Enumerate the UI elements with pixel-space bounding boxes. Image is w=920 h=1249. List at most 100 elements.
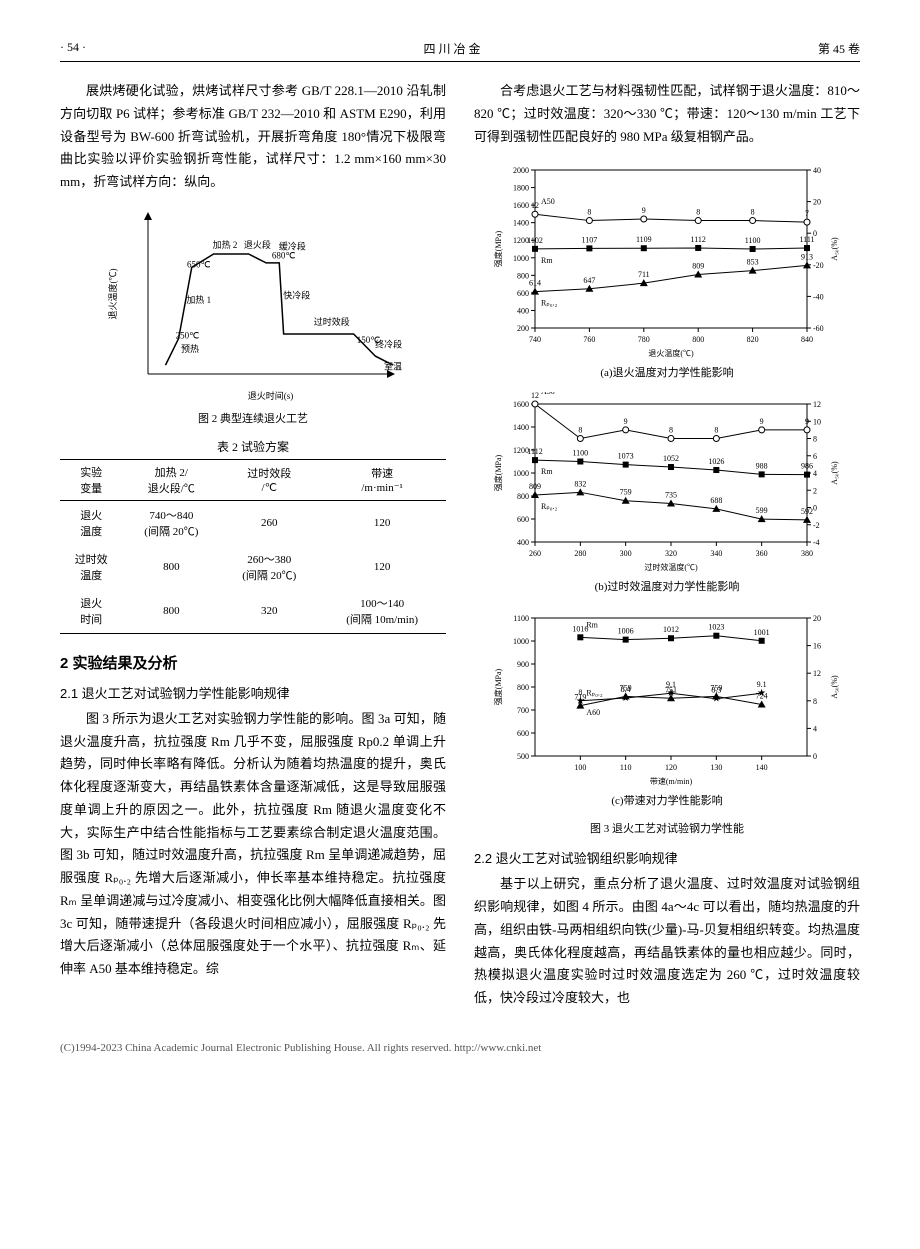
svg-text:600: 600: [517, 515, 529, 524]
figure-3a: 200400600800100012001400160018002000-60-…: [487, 158, 847, 358]
svg-text:终冷段: 终冷段: [375, 338, 402, 349]
svg-text:20: 20: [813, 198, 821, 207]
svg-text:8: 8: [714, 426, 718, 435]
figure-3a-caption: (a)退火温度对力学性能影响: [474, 364, 860, 380]
svg-text:4: 4: [813, 725, 817, 734]
svg-text:647: 647: [583, 276, 595, 285]
svg-text:650℃: 650℃: [187, 259, 211, 269]
svg-text:-20: -20: [813, 261, 824, 270]
svg-text:1400: 1400: [513, 219, 529, 228]
svg-text:2: 2: [813, 487, 817, 496]
svg-text:4: 4: [813, 469, 817, 478]
svg-text:380: 380: [801, 549, 813, 558]
svg-text:12: 12: [813, 669, 821, 678]
table-2: 实验变量加热 2/退火段/℃过时效段/℃带速/m·min⁻¹退火温度740～84…: [60, 459, 446, 634]
svg-text:300: 300: [620, 549, 632, 558]
svg-text:110: 110: [620, 763, 632, 772]
svg-text:2000: 2000: [513, 166, 529, 175]
svg-text:加热 1: 加热 1: [186, 294, 211, 305]
svg-text:1100: 1100: [513, 614, 529, 623]
svg-text:780: 780: [638, 335, 650, 344]
svg-text:8: 8: [813, 435, 817, 444]
svg-text:预热: 预热: [181, 343, 199, 354]
svg-text:340: 340: [710, 549, 722, 558]
svg-text:735: 735: [665, 491, 677, 500]
svg-text:带速(m/min): 带速(m/min): [650, 777, 693, 786]
svg-text:1400: 1400: [513, 423, 529, 432]
svg-text:12: 12: [531, 392, 539, 400]
svg-text:12: 12: [531, 201, 539, 210]
svg-text:1012: 1012: [663, 625, 679, 634]
svg-text:退火段: 退火段: [244, 239, 271, 250]
subsection-22-title: 2.2 退火工艺对试验钢组织影响规律: [474, 848, 860, 867]
svg-text:12: 12: [813, 400, 821, 409]
svg-text:缓冷段: 缓冷段: [279, 240, 306, 251]
svg-text:988: 988: [756, 462, 768, 471]
svg-text:Rₚ₀.₂: Rₚ₀.₂: [586, 689, 603, 698]
svg-text:1006: 1006: [618, 627, 634, 636]
svg-text:260: 260: [529, 549, 541, 558]
svg-text:A₅₀(%): A₅₀(%): [830, 675, 839, 699]
svg-text:A₅₀(%): A₅₀(%): [830, 237, 839, 261]
svg-text:8: 8: [587, 208, 591, 217]
svg-text:1600: 1600: [513, 400, 529, 409]
svg-text:退火时间(s): 退火时间(s): [248, 390, 294, 401]
svg-text:A50: A50: [541, 197, 555, 206]
svg-text:6: 6: [813, 452, 817, 461]
svg-text:500: 500: [517, 752, 529, 761]
svg-text:1600: 1600: [513, 201, 529, 210]
svg-text:600: 600: [517, 729, 529, 738]
left-column: 展烘烤硬化试验，烘烤试样尺寸参考 GB/T 228.1—2010 沿轧制方向切取…: [60, 80, 446, 1012]
svg-text:820: 820: [747, 335, 759, 344]
svg-text:900: 900: [517, 660, 529, 669]
svg-text:8.3: 8.3: [711, 686, 721, 695]
svg-text:120: 120: [665, 763, 677, 772]
svg-text:A₅₀(%): A₅₀(%): [830, 461, 839, 485]
figure-3b-caption: (b)过时效温度对力学性能影响: [474, 578, 860, 594]
svg-text:1112: 1112: [527, 447, 542, 456]
table-2-caption: 表 2 试验方案: [60, 438, 446, 455]
svg-text:809: 809: [692, 262, 704, 271]
svg-text:320: 320: [665, 549, 677, 558]
svg-text:快冷段: 快冷段: [283, 289, 310, 300]
svg-text:1023: 1023: [708, 623, 724, 632]
svg-text:809: 809: [529, 482, 541, 491]
svg-text:400: 400: [517, 307, 529, 316]
figure-3-caption: 图 3 退火工艺对试验钢力学性能: [474, 820, 860, 836]
svg-text:8: 8: [751, 208, 755, 217]
svg-text:★: ★: [712, 694, 721, 705]
svg-text:100: 100: [574, 763, 586, 772]
svg-text:A60: A60: [586, 708, 600, 717]
svg-text:280: 280: [574, 549, 586, 558]
svg-text:Rₚ₀.₂: Rₚ₀.₂: [541, 299, 558, 308]
para-left-2: 图 3 所示为退火工艺对实验钢力学性能的影响。图 3a 可知，随退火温度升高，抗…: [60, 708, 446, 981]
para-left-1: 展烘烤硬化试验，烘烤试样尺寸参考 GB/T 228.1—2010 沿轧制方向切取…: [60, 80, 446, 194]
svg-text:9: 9: [760, 417, 764, 426]
svg-text:20: 20: [813, 614, 821, 623]
svg-text:加热 2: 加热 2: [213, 239, 238, 250]
svg-text:1111: 1111: [799, 235, 814, 244]
svg-text:986: 986: [801, 462, 813, 471]
svg-text:Rₚ₀.₂: Rₚ₀.₂: [541, 502, 558, 511]
svg-text:913: 913: [801, 253, 813, 262]
svg-text:200: 200: [517, 324, 529, 333]
svg-text:1001: 1001: [754, 628, 770, 637]
svg-text:8: 8: [669, 426, 673, 435]
svg-text:强度(MPa): 强度(MPa): [493, 231, 503, 268]
svg-text:840: 840: [801, 335, 813, 344]
svg-text:250℃: 250℃: [176, 330, 200, 340]
figure-2: 退火温度(℃)退火时间(s)250℃预热加热 1650℃加热 2退火段680℃缓…: [103, 204, 403, 404]
svg-text:800: 800: [517, 492, 529, 501]
svg-text:8: 8: [696, 208, 700, 217]
svg-text:过时效温度(℃): 过时效温度(℃): [644, 562, 698, 572]
page-header: · 54 · 四 川 冶 金 第 45 卷: [60, 40, 860, 62]
svg-text:退火温度(℃): 退火温度(℃): [648, 348, 694, 358]
svg-text:8.4: 8.4: [621, 685, 631, 694]
svg-text:700: 700: [517, 706, 529, 715]
svg-text:7: 7: [805, 209, 809, 218]
svg-text:过时效段: 过时效段: [314, 316, 350, 327]
right-column: 合考虑退火工艺与材料强韧性匹配，试样钢于退火温度：810～820 ℃；过时效温度…: [474, 80, 860, 1012]
para-right-2: 基于以上研究，重点分析了退火温度、过时效温度对试验钢组织影响规律，如图 4 所示…: [474, 873, 860, 1010]
svg-text:10: 10: [813, 418, 821, 427]
journal-title: 四 川 冶 金: [423, 40, 480, 57]
